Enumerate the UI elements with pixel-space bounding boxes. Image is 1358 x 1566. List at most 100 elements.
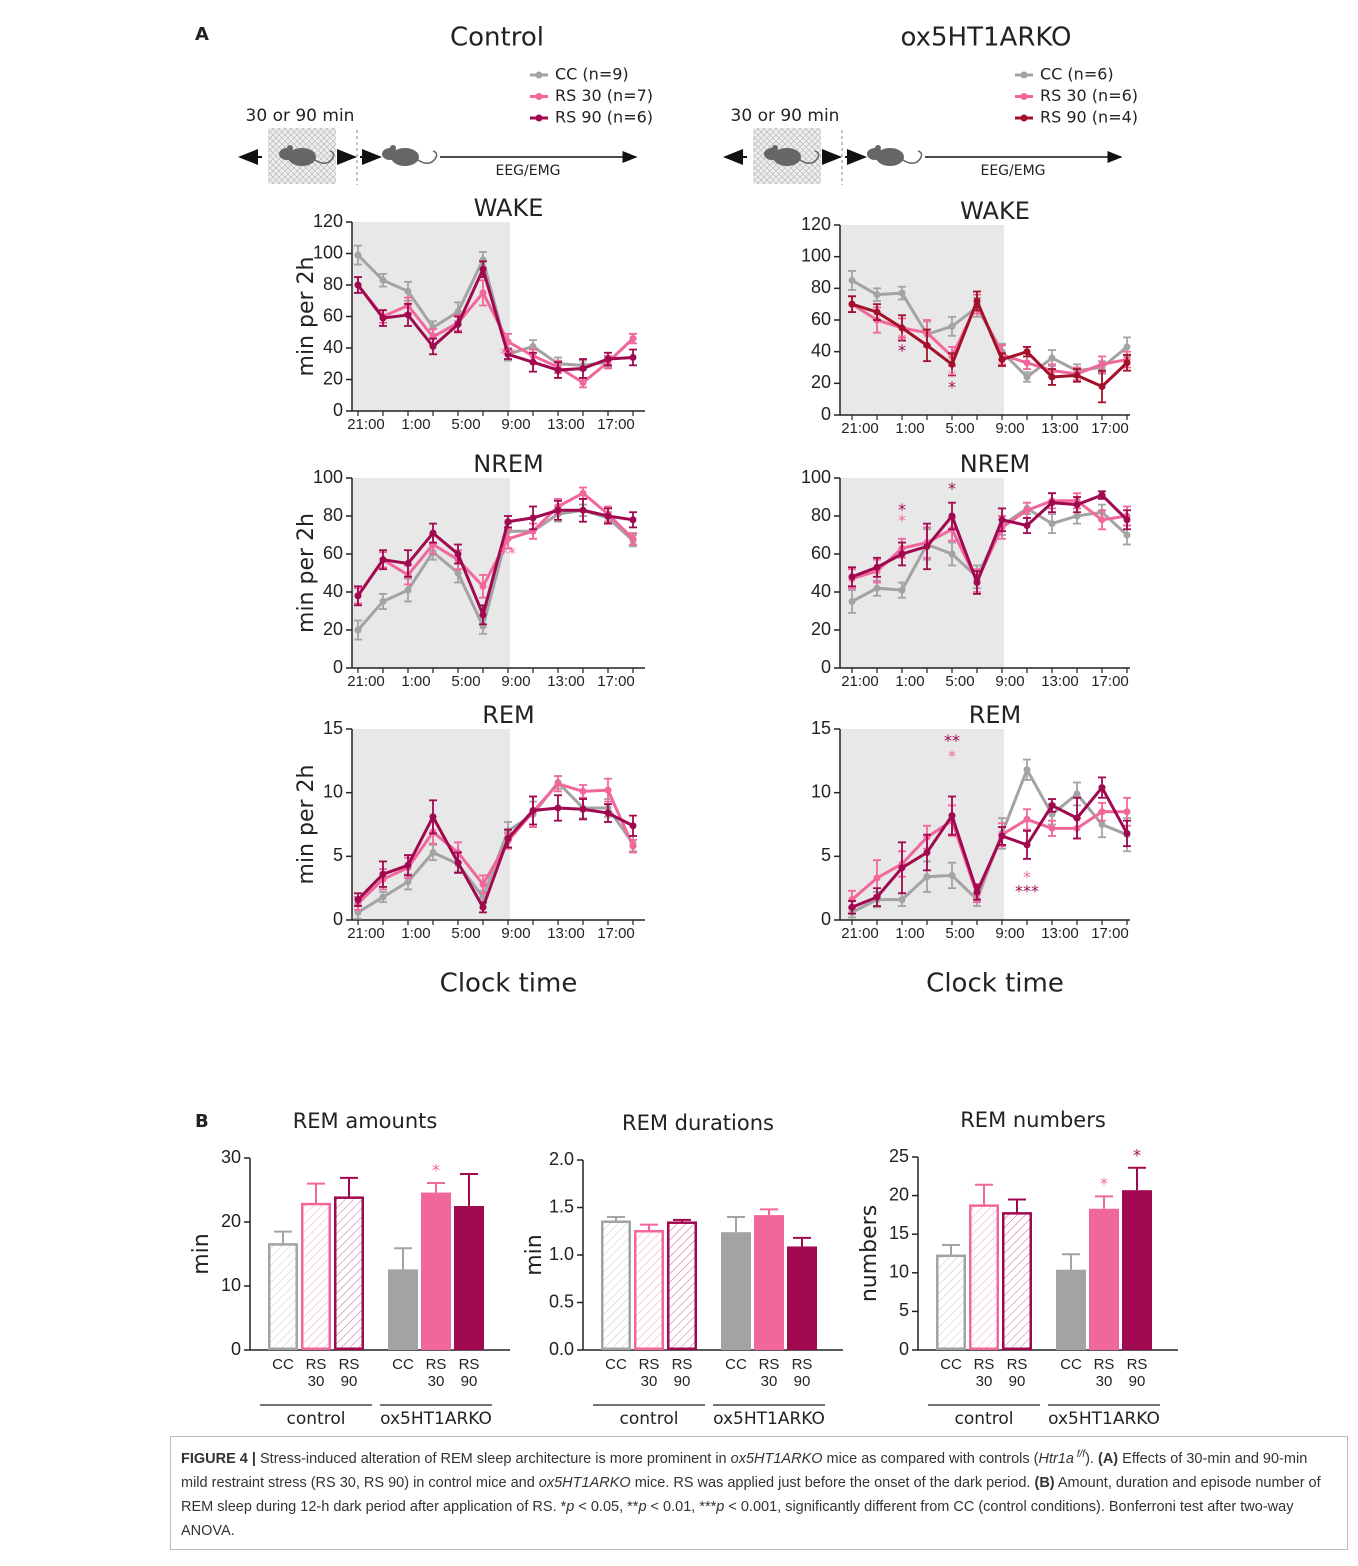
chart-title: WAKE: [960, 197, 1030, 225]
x-tick-label: RS 90: [336, 1356, 362, 1390]
data-point: [1124, 808, 1131, 815]
x-tick-label: 17:00: [597, 416, 635, 433]
data-point: [455, 859, 462, 866]
data-point: [355, 282, 362, 289]
caption-text: Htr1a: [1039, 1451, 1074, 1467]
x-tick-label: RS 30: [756, 1356, 782, 1390]
y-tick-label: 40: [323, 337, 343, 357]
y-tick-label: 10: [811, 781, 831, 801]
data-point: [974, 298, 981, 305]
y-tick-label: 40: [323, 581, 343, 601]
data-point: [874, 894, 881, 901]
legend-swatch: [1021, 93, 1028, 100]
error-bar: [1128, 1168, 1146, 1190]
x-axis-label: Clock time: [440, 969, 578, 999]
legend-label: CC (n=9): [555, 65, 629, 84]
legend-swatch: [1021, 72, 1028, 79]
annotation: *: [1133, 1145, 1141, 1164]
x-tick-label: RS 30: [1091, 1356, 1117, 1390]
data-point: [480, 611, 487, 618]
data-point: [1024, 507, 1031, 514]
group-label: control: [924, 1409, 1044, 1429]
data-point: [1124, 359, 1131, 366]
data-point: [1124, 343, 1131, 350]
caption-text: < 0.05, **: [574, 1499, 638, 1515]
y-tick-label: 0: [899, 1339, 909, 1359]
caption-text: (A): [1098, 1451, 1118, 1467]
x-tick-label: 21:00: [841, 925, 879, 942]
schematic-duration: 30 or 90 min: [246, 106, 355, 126]
y-tick-label: 10: [323, 781, 343, 801]
x-tick-label: 5:00: [451, 925, 480, 942]
annotation: *: [1100, 1174, 1108, 1193]
data-point: [605, 356, 612, 363]
x-tick-label: 13:00: [547, 925, 585, 942]
data-point: [430, 530, 437, 537]
annotation: **: [500, 344, 516, 363]
data-point: [630, 335, 637, 342]
error-bar: [394, 1248, 412, 1269]
data-point: [580, 806, 587, 813]
data-point: [849, 277, 856, 284]
y-axis-label: min: [189, 1233, 214, 1275]
data-point: [924, 849, 931, 856]
y-tick-label: 15: [889, 1223, 909, 1243]
chart-title: REM: [482, 701, 535, 729]
annotation: ***: [1015, 881, 1039, 900]
y-tick-label: 60: [811, 543, 831, 563]
x-tick-label: 9:00: [501, 416, 530, 433]
caption-text: mice. RS was applied just before the ons…: [631, 1475, 1035, 1491]
data-point: [380, 315, 387, 322]
data-point: [1049, 802, 1056, 809]
group-title: ox5HT1ARKO: [901, 23, 1072, 53]
data-point: [605, 787, 612, 794]
x-tick-label: 13:00: [547, 416, 585, 433]
x-tick-label: 9:00: [995, 673, 1024, 690]
y-tick-label: 5: [333, 845, 343, 865]
data-point: [1049, 499, 1056, 506]
data-point: [899, 551, 906, 558]
x-tick-label: 21:00: [347, 416, 385, 433]
caption-text: ox5HT1ARKO: [731, 1451, 823, 1467]
data-point: [874, 291, 881, 298]
x-tick-label: CC: [390, 1356, 416, 1373]
schematic: [725, 128, 1121, 185]
data-point: [405, 311, 412, 318]
data-point: [849, 573, 856, 580]
data-point: [924, 873, 931, 880]
y-tick-label: 120: [313, 211, 343, 231]
caption-text: ).: [1085, 1451, 1098, 1467]
x-tick-label: 13:00: [1041, 420, 1079, 437]
x-tick-label: 9:00: [995, 420, 1024, 437]
x-tick-label: RS 90: [669, 1356, 695, 1390]
data-point: [430, 849, 437, 856]
data-point: [605, 810, 612, 817]
y-tick-label: 10: [889, 1262, 909, 1282]
caption-text: (B): [1034, 1475, 1054, 1491]
data-point: [480, 583, 487, 590]
group-label: control: [589, 1409, 709, 1429]
caption-text: f/f: [1074, 1449, 1085, 1460]
x-tick-label: 1:00: [401, 925, 430, 942]
legend-swatch: [536, 115, 543, 122]
chart-title: WAKE: [474, 194, 544, 222]
y-tick-label: 60: [323, 305, 343, 325]
data-point: [1024, 348, 1031, 355]
data-point: [405, 862, 412, 869]
chart-title: REM numbers: [960, 1108, 1106, 1132]
data-point: [849, 598, 856, 605]
y-tick-label: 0: [333, 400, 343, 420]
data-point: [1024, 522, 1031, 529]
data-point: [1049, 520, 1056, 527]
y-tick-label: 100: [313, 467, 343, 487]
annotation: *: [898, 511, 906, 530]
x-tick-label: CC: [1058, 1356, 1084, 1373]
x-tick-label: 21:00: [841, 420, 879, 437]
data-point: [580, 507, 587, 514]
data-point: [949, 323, 956, 330]
data-point: [355, 592, 362, 599]
data-point: [949, 513, 956, 520]
data-point: [1124, 516, 1131, 523]
data-point: [480, 266, 487, 273]
bar: [335, 1198, 363, 1349]
